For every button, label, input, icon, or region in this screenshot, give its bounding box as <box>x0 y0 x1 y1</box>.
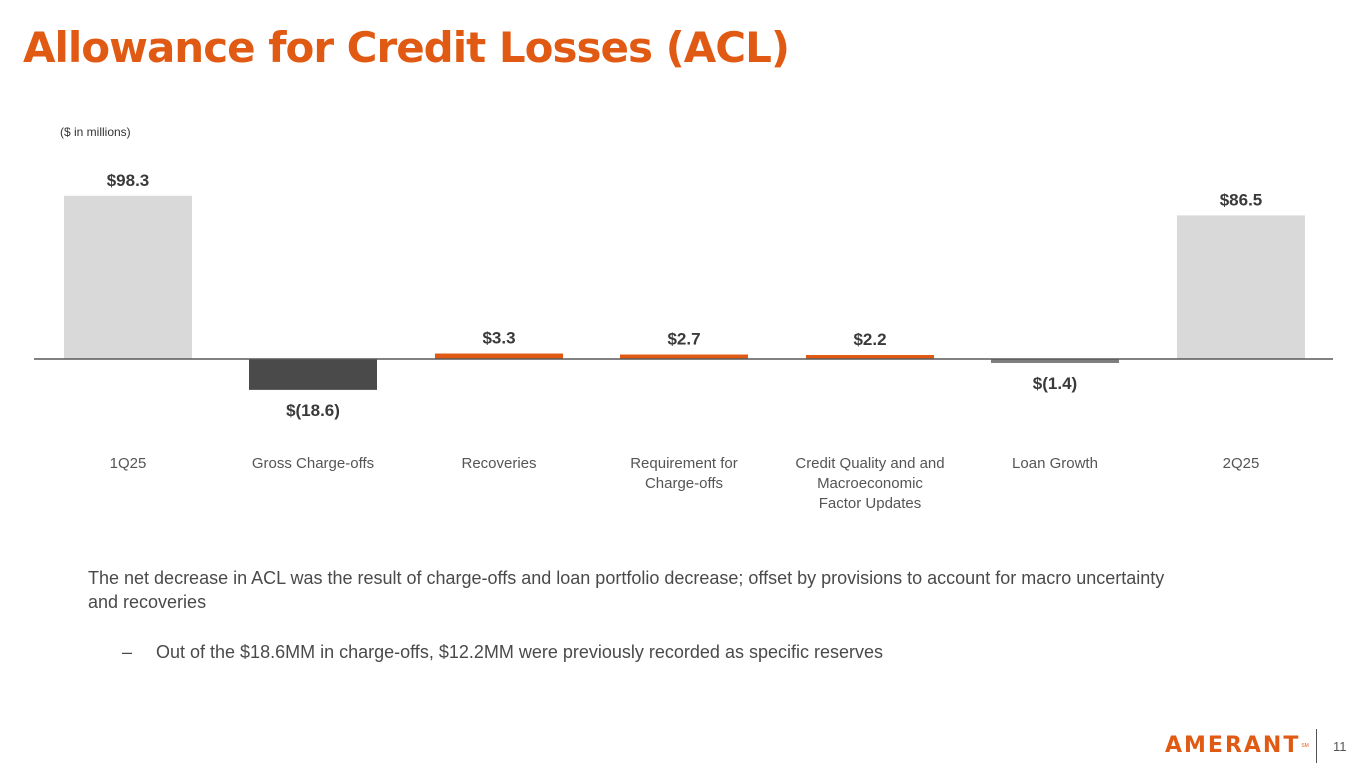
logo-service-mark: SM <box>1301 743 1309 749</box>
bar-4 <box>806 355 934 359</box>
category-label-4-line-2: Factor Updates <box>818 495 922 512</box>
summary-text: The net decrease in ACL was the result o… <box>88 568 1165 612</box>
category-label-6: 2Q25 <box>1146 454 1336 474</box>
category-label-1-line-0: Gross Charge-offs <box>251 455 375 472</box>
bar-value-label-6: $86.5 <box>1220 190 1263 209</box>
bar-value-label-5: $(1.4) <box>1033 374 1077 393</box>
category-label-3: Requirement for Charge-offs <box>589 454 779 494</box>
bar-value-label-4: $2.2 <box>853 330 886 349</box>
category-label-0: 1Q25 <box>33 454 223 474</box>
category-label-4-line-0: Credit Quality and and <box>795 455 945 472</box>
category-label-0-line-0: 1Q25 <box>109 455 147 472</box>
bar-3 <box>620 354 748 359</box>
amerant-logo: AMERANT SM <box>1165 735 1309 757</box>
category-label-3-line-0: Requirement for <box>630 455 738 472</box>
page-title: Allowance for Credit Losses (ACL) <box>23 23 790 72</box>
bar-6 <box>1177 215 1305 359</box>
bullet-text: Out of the $18.6MM in charge-offs, $12.2… <box>156 642 883 662</box>
category-label-2-line-0: Recoveries <box>461 455 537 472</box>
category-label-6-line-0: 2Q25 <box>1222 455 1260 472</box>
footer-divider <box>1316 729 1317 763</box>
category-label-5-line-0: Loan Growth <box>1012 455 1098 472</box>
bar-value-label-0: $98.3 <box>107 171 150 190</box>
page-number: 11 <box>1333 739 1347 754</box>
category-label-2: Recoveries <box>404 454 594 474</box>
category-label-3-line-1: Charge-offs <box>644 475 724 492</box>
bar-value-label-2: $3.3 <box>482 329 515 348</box>
category-label-1: Gross Charge-offs <box>218 454 408 474</box>
bullet-marker: – <box>122 642 133 662</box>
acl-waterfall-chart: $98.3 $(18.6) $3.3 $2.7 $2.2 $(1.4) $86.5 <box>34 171 1333 420</box>
category-label-5: Loan Growth <box>960 454 1150 474</box>
logo-wordmark: AMERANT <box>1165 733 1301 758</box>
bar-5 <box>991 359 1119 363</box>
bar-2 <box>435 353 563 359</box>
summary-bullet: – Out of the $18.6MM in charge-offs, $12.… <box>122 640 883 664</box>
category-label-4-line-1: Macroeconomic <box>817 475 923 492</box>
category-label-4: Credit Quality and and Macroeconomic Facto… <box>775 454 965 514</box>
bar-1 <box>249 359 377 390</box>
bar-0 <box>64 195 192 359</box>
bar-value-label-1: $(18.6) <box>286 401 340 420</box>
bar-value-label-3: $2.7 <box>667 330 700 349</box>
units-note: ($ in millions) <box>60 125 131 139</box>
